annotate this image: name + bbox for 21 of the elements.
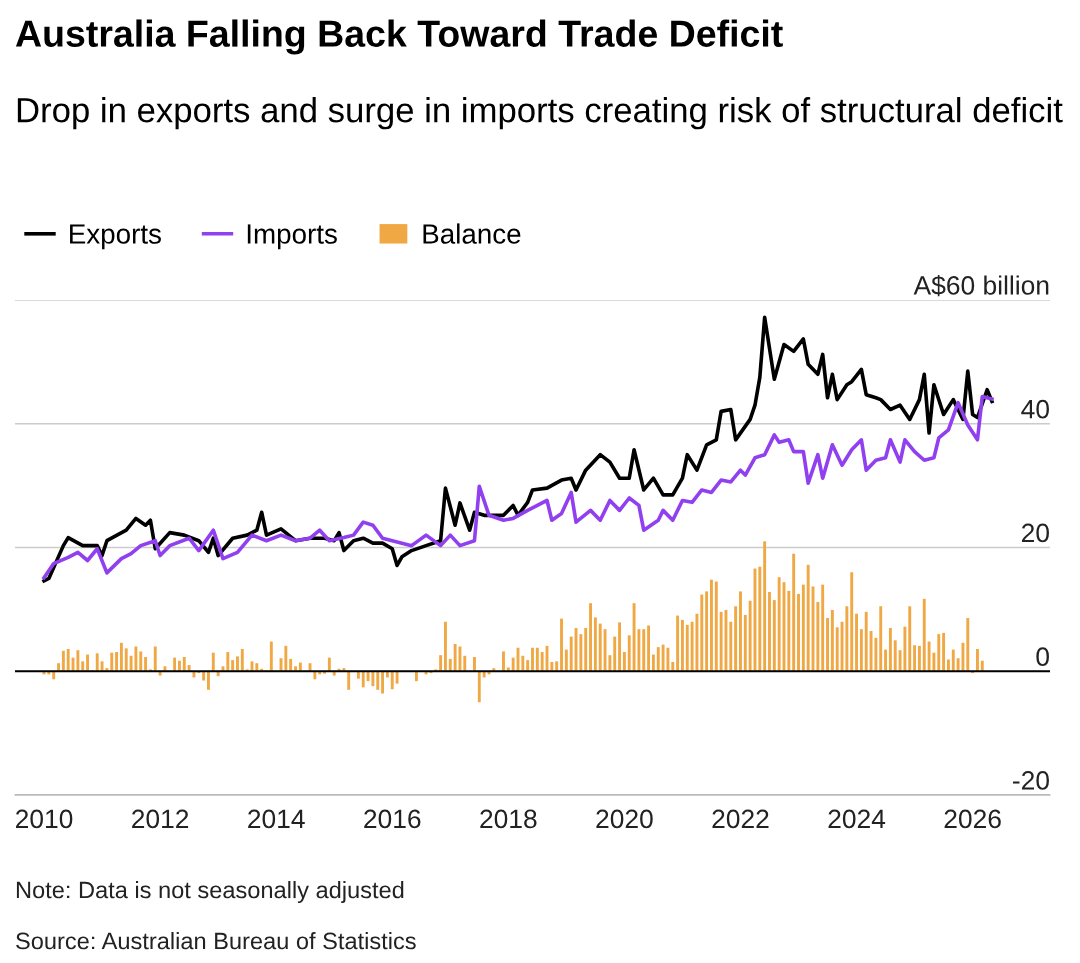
x-tick-label: 2014	[248, 809, 305, 829]
legend-label: Imports	[247, 224, 337, 250]
legend-label: Balance	[423, 223, 521, 244]
y-tick-label: A$60 billion	[913, 274, 1049, 297]
y-tick-label: 0	[1036, 647, 1049, 667]
chart-title: Australia Falling Back Toward Trade Deficit	[15, 19, 783, 55]
x-tick-label: 2024	[828, 809, 886, 829]
x-tick-label: 2010	[16, 809, 73, 829]
text: Note: Data is not seasonally adjusted	[16, 881, 404, 904]
source-note: Source: Australian Bureau of Statistics	[16, 931, 416, 950]
x-tick-label: 2016	[364, 809, 421, 829]
y-tick-label: 40	[1021, 399, 1049, 419]
x-tick-label: 2026	[944, 809, 1001, 829]
y-tick-label: -20	[1013, 771, 1049, 790]
x-tick-label: 2020	[596, 809, 653, 829]
legend-label: Exports	[70, 224, 161, 250]
y-tick-label: 20	[1021, 523, 1049, 543]
chart-subtitle: Drop in exports and surge in imports creating risk of structural deficit	[17, 97, 1063, 130]
x-tick-label: 2022	[712, 809, 769, 829]
x-tick-label: 2018	[480, 809, 537, 829]
x-tick-label: 2012	[132, 809, 189, 829]
